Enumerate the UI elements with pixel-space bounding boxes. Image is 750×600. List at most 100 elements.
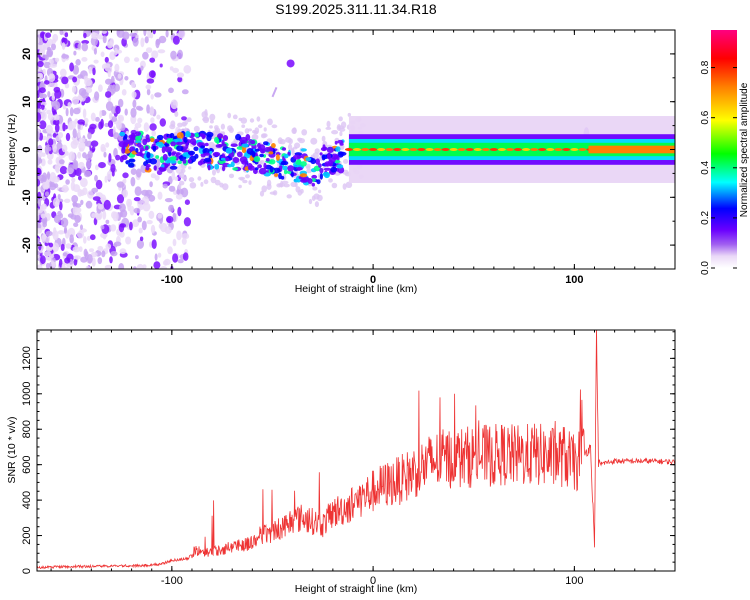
heat-blob <box>135 135 142 141</box>
heat-blob <box>74 167 82 177</box>
heat-blob <box>157 213 163 219</box>
heat-blob <box>154 175 160 181</box>
heat-blob <box>204 109 208 116</box>
heat-blob <box>131 82 136 88</box>
heat-blob <box>137 106 144 111</box>
heat-blob <box>65 107 69 117</box>
heat-blob <box>175 152 181 156</box>
heat-blob <box>135 140 142 144</box>
heat-blob <box>182 121 187 127</box>
heat-blob <box>91 187 99 193</box>
heat-blob <box>67 164 75 174</box>
heat-blob <box>123 56 130 64</box>
heat-blob <box>146 104 151 114</box>
heat-blob <box>109 51 116 60</box>
heat-blob <box>283 169 288 175</box>
heat-blob <box>39 87 46 94</box>
heat-blob <box>42 233 47 240</box>
heat-blob <box>153 165 157 171</box>
heat-blob <box>65 132 71 142</box>
heat-blob <box>222 183 229 191</box>
ridge-peak <box>449 148 458 151</box>
heat-blob <box>169 132 175 139</box>
heat-blob <box>118 98 124 108</box>
heat-blob <box>169 124 176 130</box>
heat-blob <box>98 84 103 92</box>
heat-blob <box>259 160 265 165</box>
heat-blob <box>169 204 174 212</box>
heat-blob <box>157 49 166 54</box>
heat-blob <box>182 159 187 164</box>
colorbar-ticks: 0.0 0.2 0.4 0.6 0.8 <box>700 60 737 275</box>
heat-blob <box>86 235 91 241</box>
heat-blob <box>203 179 209 185</box>
heat-blob <box>162 183 168 189</box>
heat-blob <box>135 255 139 260</box>
heat-blob <box>249 139 256 145</box>
heat-blob <box>152 145 157 151</box>
x-tick-label: 100 <box>565 575 583 587</box>
heat-blob <box>171 152 176 156</box>
heat-blob <box>168 87 174 94</box>
heat-blob <box>182 176 188 180</box>
y-tick-label: -10 <box>21 189 33 205</box>
heat-blob <box>41 104 45 110</box>
heat-blob <box>64 32 69 38</box>
heat-blob <box>297 189 303 196</box>
ridge-peak <box>522 148 531 151</box>
heat-blob <box>154 92 162 98</box>
heat-blob <box>145 47 153 53</box>
heat-blob <box>326 120 331 128</box>
heat-blob <box>134 30 139 34</box>
heat-blob <box>257 124 263 129</box>
heat-blob <box>121 37 127 47</box>
heat-feature <box>271 86 278 98</box>
heat-blob <box>242 179 248 184</box>
heat-blob <box>184 199 190 205</box>
heat-blob <box>95 214 102 221</box>
heat-blob <box>54 89 62 99</box>
ridge-peak <box>530 148 539 151</box>
heat-blob <box>128 158 136 163</box>
heat-blob <box>347 112 351 117</box>
heat-blob <box>41 172 48 183</box>
heat-blob <box>53 227 57 234</box>
heat-blob <box>122 172 129 179</box>
heat-blob <box>235 133 242 141</box>
heat-blob <box>47 159 53 165</box>
heat-blob <box>61 187 70 192</box>
heat-blob <box>181 237 187 245</box>
heat-blob <box>157 252 162 258</box>
heat-blob <box>330 166 338 173</box>
heat-blob <box>63 198 71 203</box>
heat-blob <box>52 120 57 125</box>
heat-blob <box>82 187 88 196</box>
ridge-peak <box>425 148 434 151</box>
heat-blob <box>305 157 312 162</box>
heat-blob <box>112 211 119 222</box>
x-tick-label: -100 <box>161 274 183 286</box>
heat-blob <box>134 57 140 62</box>
heat-blob <box>75 59 81 66</box>
heat-blob <box>121 146 126 151</box>
heat-blob <box>105 78 113 85</box>
heat-blob <box>159 266 168 269</box>
heat-blob <box>85 265 91 269</box>
heat-blob <box>319 167 324 174</box>
heat-blob <box>37 93 40 99</box>
heat-blob <box>316 179 321 185</box>
heat-blob <box>85 87 93 94</box>
heat-blob <box>271 124 278 129</box>
heat-blob <box>37 241 41 248</box>
heat-blob <box>157 191 163 200</box>
heat-blob <box>73 107 81 115</box>
heat-blob <box>181 89 189 95</box>
heat-blob <box>214 163 220 170</box>
heat-blob <box>336 124 342 131</box>
heat-blob <box>93 217 98 226</box>
heat-blob <box>46 151 54 160</box>
heat-blob <box>73 255 81 260</box>
heat-blob <box>61 42 66 50</box>
heat-blob <box>102 35 107 44</box>
